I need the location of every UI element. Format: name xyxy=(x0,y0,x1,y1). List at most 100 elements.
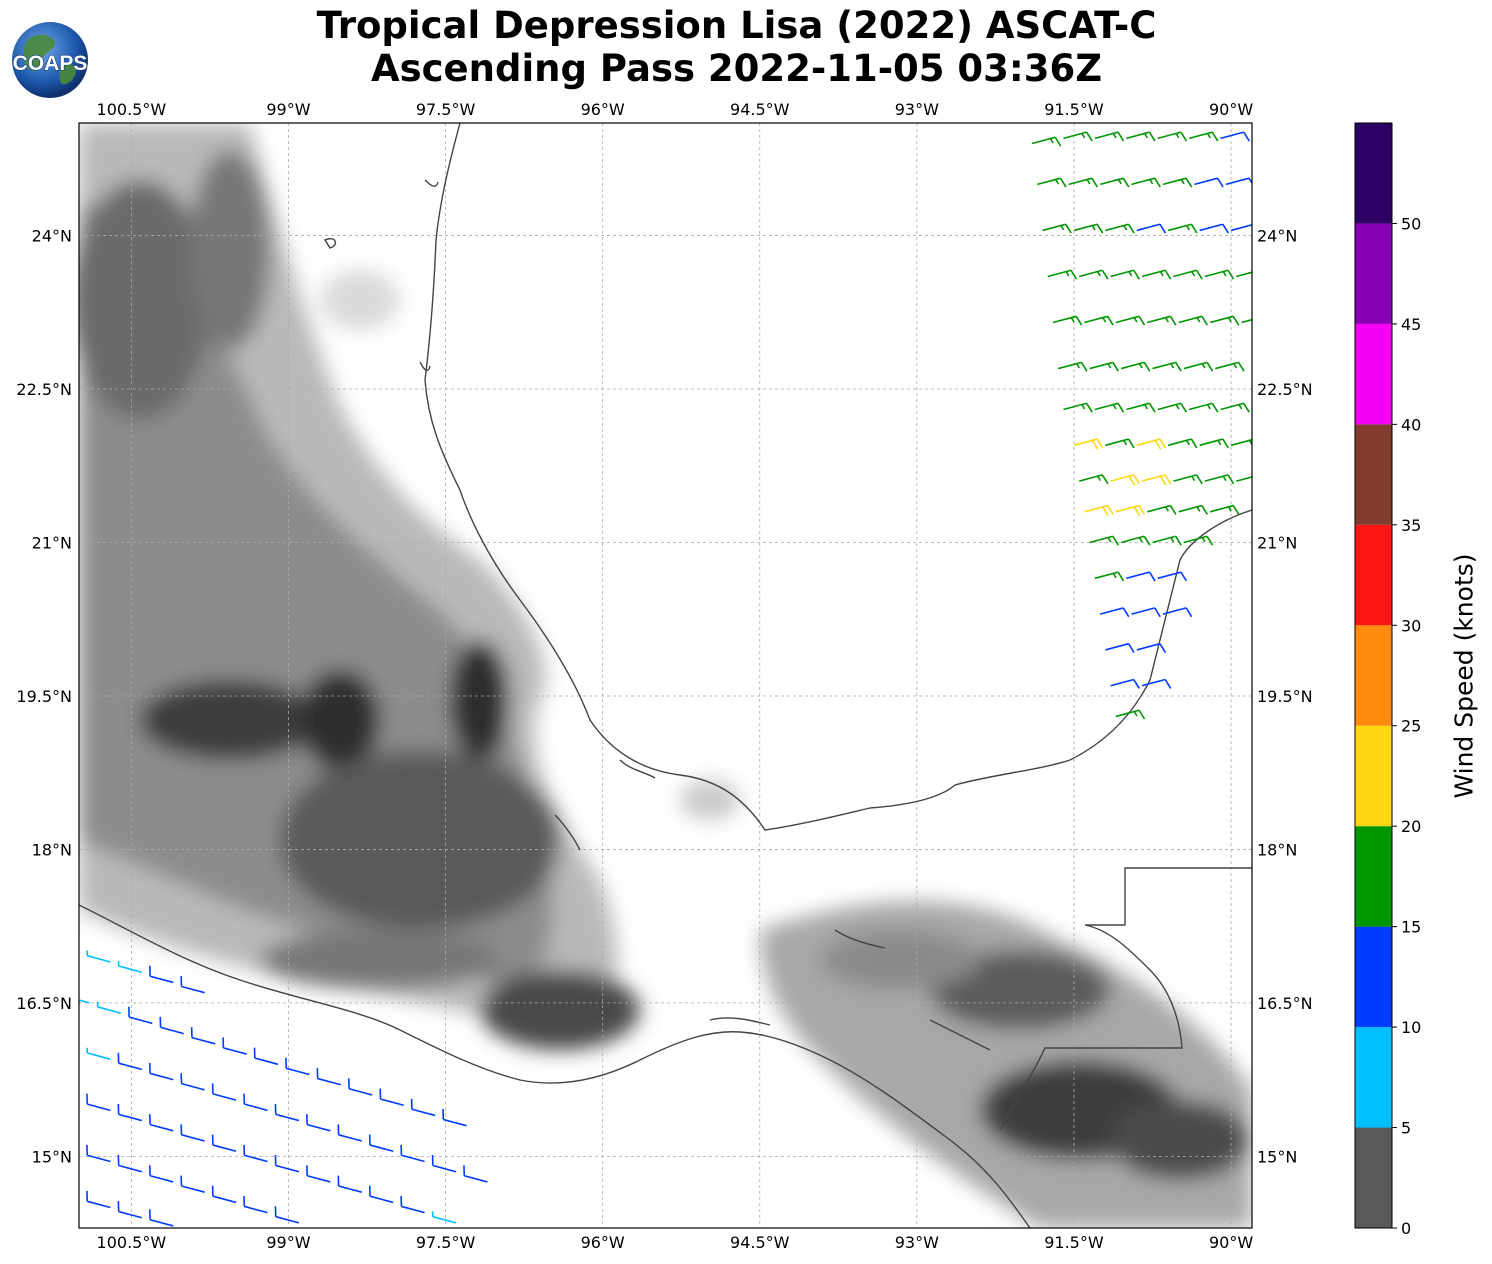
wind-barb xyxy=(1183,535,1214,546)
wind-barb xyxy=(1063,131,1093,142)
bottom-lon-tick-label: 97.5°W xyxy=(416,1233,476,1252)
wind-barb xyxy=(1188,402,1219,413)
wind-barb xyxy=(86,1047,111,1060)
wind-barb xyxy=(1188,131,1219,142)
wind-barb xyxy=(1068,177,1099,188)
colorbar-label: Wind Speed (knots) xyxy=(1449,553,1479,799)
wind-barb xyxy=(1209,504,1240,515)
colorbar-bin xyxy=(1355,625,1392,726)
left-lat-tick-label: 19.5°N xyxy=(16,687,72,706)
wind-barb xyxy=(190,1027,216,1045)
wind-barb xyxy=(79,1048,80,1049)
wind-barb xyxy=(86,1144,111,1163)
mexico-guatemala-border xyxy=(999,867,1252,1131)
colorbar-bin xyxy=(1355,223,1392,324)
colorbar-bin xyxy=(1355,1127,1392,1228)
wind-barb xyxy=(1152,535,1182,546)
wind-barb xyxy=(1209,315,1240,326)
wind-barb xyxy=(1241,318,1252,324)
colorbar-tick-label: 40 xyxy=(1401,415,1421,434)
bottom-lon-tick-label: 90°W xyxy=(1209,1233,1253,1252)
wind-barb xyxy=(316,1068,342,1086)
wind-barb xyxy=(1147,504,1177,515)
wind-barb xyxy=(1115,315,1146,326)
wind-barb xyxy=(400,1144,425,1163)
wind-barb xyxy=(1078,269,1109,280)
veracruz-lagoon xyxy=(554,759,656,851)
pacific-coast xyxy=(79,904,1031,1228)
wind-barb xyxy=(86,1190,111,1209)
colorbar-tick-label: 10 xyxy=(1401,1018,1421,1037)
wind-barb xyxy=(1152,361,1182,372)
left-lat-tick-label: 24°N xyxy=(32,227,72,246)
wind-barb xyxy=(180,1175,205,1193)
wind-barb xyxy=(1115,504,1146,517)
top-lon-tick-label: 99°W xyxy=(266,100,310,119)
wind-barb xyxy=(1199,223,1229,234)
colorbar-tick-label: 0 xyxy=(1401,1219,1411,1238)
wind-barb xyxy=(1173,269,1203,280)
right-lat-tick-label: 18°N xyxy=(1257,840,1297,859)
wind-barb xyxy=(442,1109,467,1127)
title-line-1: Tropical Depression Lisa (2022) ASCAT-C xyxy=(316,4,1157,47)
coaps-logo: COAPS xyxy=(12,22,88,98)
colorbar-bin xyxy=(1355,424,1392,525)
wind-barb xyxy=(86,1093,111,1112)
left-lat-tick-label: 21°N xyxy=(32,533,72,552)
left-lat-tick-label: 16.5°N xyxy=(16,994,72,1013)
colorbar-bin xyxy=(1355,926,1392,1028)
wind-barb xyxy=(1047,269,1078,280)
wind-barb xyxy=(1230,223,1252,232)
wind-barb xyxy=(1204,269,1235,280)
wind-barb xyxy=(431,1155,457,1173)
logo-text: COAPS xyxy=(13,52,88,75)
wind-barb xyxy=(180,1124,205,1142)
wind-barb xyxy=(274,1103,300,1122)
wind-barb xyxy=(1084,504,1114,517)
top-lon-tick-label: 97.5°W xyxy=(416,100,476,119)
wind-barb xyxy=(1110,269,1140,280)
bottom-lon-tick-label: 91.5°W xyxy=(1044,1233,1104,1252)
wind-barb xyxy=(1236,476,1252,482)
wind-barb xyxy=(148,1209,174,1227)
colorbar-frame xyxy=(1354,122,1393,1229)
wind-barb xyxy=(337,1175,362,1193)
wind-barb xyxy=(180,1073,205,1091)
wind-barb xyxy=(400,1195,425,1214)
colorbar-bin xyxy=(1355,826,1392,927)
wind-barb xyxy=(1204,474,1235,485)
wind-barb xyxy=(347,1078,373,1096)
wind-barb xyxy=(79,1099,80,1101)
wind-barb xyxy=(1215,361,1245,372)
colorbar-tick-label: 5 xyxy=(1401,1119,1411,1138)
colorbar-tick-label: 25 xyxy=(1401,717,1421,736)
tabasco-lagoons xyxy=(709,929,991,1051)
coastlines xyxy=(79,123,1252,1228)
wind-barb xyxy=(117,1052,143,1071)
wind-barb xyxy=(1136,642,1167,654)
wind-barb xyxy=(1178,504,1209,515)
wind-barb xyxy=(148,1165,174,1183)
top-lon-tick-label: 91.5°W xyxy=(1044,100,1104,119)
top-lon-tick-label: 96°W xyxy=(581,100,625,119)
wind-barb xyxy=(463,1165,488,1183)
wind-barb xyxy=(1084,315,1114,326)
wind-barb xyxy=(253,1047,279,1066)
wind-barb xyxy=(1042,223,1072,234)
colorbar-tick-label: 20 xyxy=(1401,817,1421,836)
wind-barb xyxy=(306,1165,331,1183)
wind-barb xyxy=(1031,136,1062,147)
wind-barb xyxy=(1147,315,1177,326)
colorbar-tick-label: 35 xyxy=(1401,516,1421,535)
wind-barb xyxy=(431,1211,457,1224)
wind-barb xyxy=(379,1088,404,1106)
wind-barb xyxy=(1120,535,1151,546)
wind-barb xyxy=(128,1006,153,1025)
wind-barb xyxy=(243,1195,268,1214)
wind-barb xyxy=(274,1206,300,1224)
wind-barb xyxy=(243,1144,268,1163)
map-frame xyxy=(78,122,1253,1229)
bottom-lon-tick-label: 93°W xyxy=(895,1233,939,1252)
wind-barb xyxy=(1173,474,1203,485)
